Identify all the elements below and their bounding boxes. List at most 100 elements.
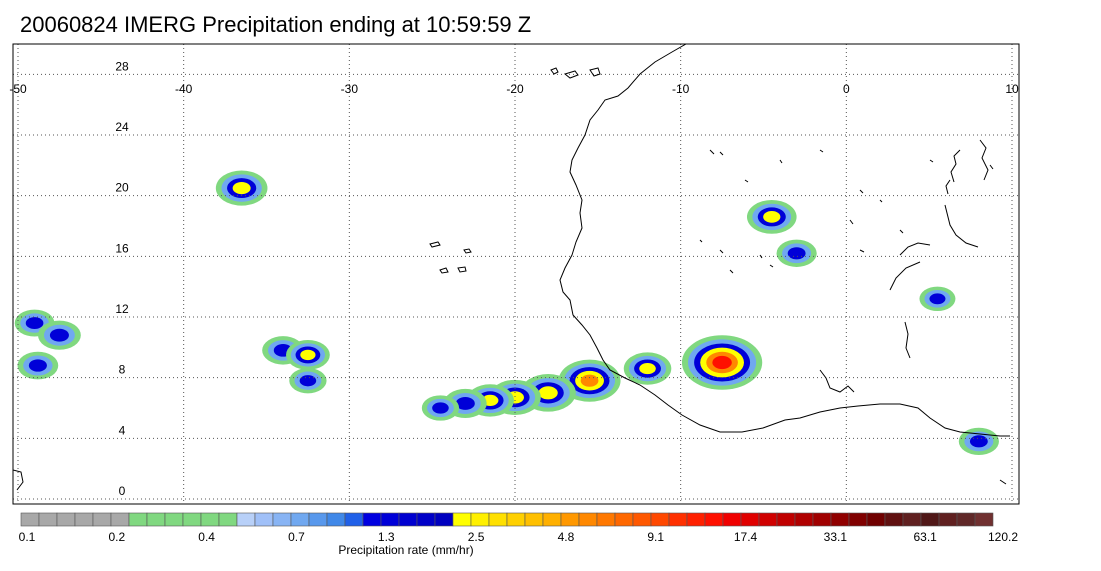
lon-tick-label: 0 bbox=[843, 82, 850, 96]
colorbar-swatch bbox=[758, 512, 778, 527]
colorbar-swatch bbox=[722, 512, 742, 527]
colorbar-swatch bbox=[470, 512, 490, 527]
precip-cell bbox=[28, 359, 47, 372]
precip-cell bbox=[712, 355, 732, 370]
colorbar-swatch bbox=[506, 512, 526, 527]
colorbar-swatch bbox=[92, 512, 112, 527]
precip-cell bbox=[929, 293, 946, 305]
colorbar-tick-label: 2.5 bbox=[467, 530, 485, 544]
colorbar-tick-label: 120.2 bbox=[987, 530, 1019, 544]
colorbar-swatch bbox=[956, 512, 976, 527]
colorbar-swatch bbox=[434, 512, 454, 527]
precip-cell bbox=[300, 349, 316, 361]
colorbar-swatch bbox=[650, 512, 670, 527]
colorbar-swatch bbox=[542, 512, 562, 527]
colorbar-swatch bbox=[974, 512, 994, 527]
colorbar-swatch bbox=[704, 512, 724, 527]
lon-tick-label: -40 bbox=[175, 82, 193, 96]
colorbar-swatch bbox=[578, 512, 598, 527]
colorbar-swatch bbox=[74, 512, 94, 527]
colorbar-swatch bbox=[218, 512, 238, 527]
precip-cell bbox=[580, 374, 599, 387]
colorbar-swatch bbox=[308, 512, 328, 527]
colorbar-swatch bbox=[254, 512, 274, 527]
precip-cell bbox=[49, 328, 69, 342]
precipitation-layer bbox=[14, 170, 999, 456]
colorbar-swatch bbox=[686, 512, 706, 527]
colorbar-swatch bbox=[236, 512, 256, 527]
colorbar-swatch bbox=[830, 512, 850, 527]
lon-tick-label: -10 bbox=[672, 82, 690, 96]
colorbar-swatch bbox=[290, 512, 310, 527]
colorbar-swatch bbox=[128, 512, 148, 527]
map-title: 20060824 IMERG Precipitation ending at 1… bbox=[20, 12, 532, 37]
colorbar-swatch bbox=[110, 512, 130, 527]
latitude-labels: 28 24 20 16 12 8 4 0 bbox=[115, 59, 129, 498]
colorbar-swatch bbox=[794, 512, 814, 527]
colorbar-swatch bbox=[524, 512, 544, 527]
colorbar-swatch bbox=[452, 512, 472, 527]
colorbar-tick-label: 0.1 bbox=[18, 530, 36, 544]
colorbar-swatch bbox=[38, 512, 58, 527]
colorbar-swatch bbox=[668, 512, 688, 527]
colorbar-tick-label: 17.4 bbox=[733, 530, 758, 544]
colorbar-swatch bbox=[56, 512, 76, 527]
precip-cell bbox=[538, 386, 558, 400]
lat-tick-label: 0 bbox=[119, 484, 126, 498]
precip-cell bbox=[232, 181, 251, 195]
colorbar-tick-label: 33.1 bbox=[823, 530, 848, 544]
colorbar-swatch bbox=[938, 512, 958, 527]
colorbar-tick-label: 9.1 bbox=[647, 530, 665, 544]
colorbar-tick-label: 0.2 bbox=[108, 530, 126, 544]
colorbar-tick-label: 1.3 bbox=[377, 530, 395, 544]
colorbar-swatch bbox=[326, 512, 346, 527]
lat-tick-label: 24 bbox=[115, 120, 129, 134]
lon-tick-label: 10 bbox=[1005, 82, 1019, 96]
lat-tick-label: 20 bbox=[115, 181, 129, 195]
colorbar-swatch bbox=[866, 512, 886, 527]
precip-cell bbox=[25, 317, 44, 330]
precip-cell bbox=[299, 375, 317, 387]
lat-tick-label: 16 bbox=[115, 241, 129, 255]
colorbar-swatch bbox=[776, 512, 796, 527]
colorbar-swatch bbox=[488, 512, 508, 527]
colorbar bbox=[20, 512, 994, 527]
precip-cell bbox=[639, 362, 656, 375]
precip-cell bbox=[455, 396, 475, 410]
colorbar-swatch bbox=[812, 512, 832, 527]
precip-cell bbox=[787, 247, 806, 260]
colorbar-swatch bbox=[416, 512, 436, 527]
colorbar-swatch bbox=[632, 512, 652, 527]
colorbar-swatch bbox=[20, 512, 40, 527]
colorbar-tick-label: 4.8 bbox=[557, 530, 575, 544]
gridlines bbox=[13, 44, 1019, 504]
colorbar-swatch bbox=[596, 512, 616, 527]
colorbar-swatch bbox=[920, 512, 940, 527]
colorbar-swatch bbox=[362, 512, 382, 527]
colorbar-title: Precipitation rate (mm/hr) bbox=[338, 543, 474, 557]
precip-cell bbox=[763, 211, 781, 223]
colorbar-swatch bbox=[200, 512, 220, 527]
lat-tick-label: 8 bbox=[119, 363, 126, 377]
colorbar-swatch bbox=[146, 512, 166, 527]
lat-tick-label: 4 bbox=[119, 423, 126, 437]
map-frame bbox=[12, 43, 1020, 505]
colorbar-swatch bbox=[560, 512, 580, 527]
colorbar-swatch bbox=[884, 512, 904, 527]
colorbar-swatch bbox=[902, 512, 922, 527]
coastline bbox=[13, 44, 1010, 491]
colorbar-tick-label: 63.1 bbox=[913, 530, 937, 544]
colorbar-tick-label: 0.4 bbox=[198, 530, 215, 544]
colorbar-swatch bbox=[848, 512, 868, 527]
lon-tick-label: -50 bbox=[9, 82, 27, 96]
colorbar-swatch bbox=[740, 512, 760, 527]
lat-tick-label: 28 bbox=[115, 59, 129, 73]
longitude-labels: -50 -40 -30 -20 -10 0 10 bbox=[9, 82, 1019, 96]
colorbar-swatch bbox=[398, 512, 418, 527]
colorbar-tick-label: 0.7 bbox=[288, 530, 305, 544]
colorbar-swatch bbox=[614, 512, 634, 527]
lon-tick-label: -30 bbox=[341, 82, 359, 96]
lon-tick-label: -20 bbox=[506, 82, 524, 96]
colorbar-swatch bbox=[182, 512, 202, 527]
